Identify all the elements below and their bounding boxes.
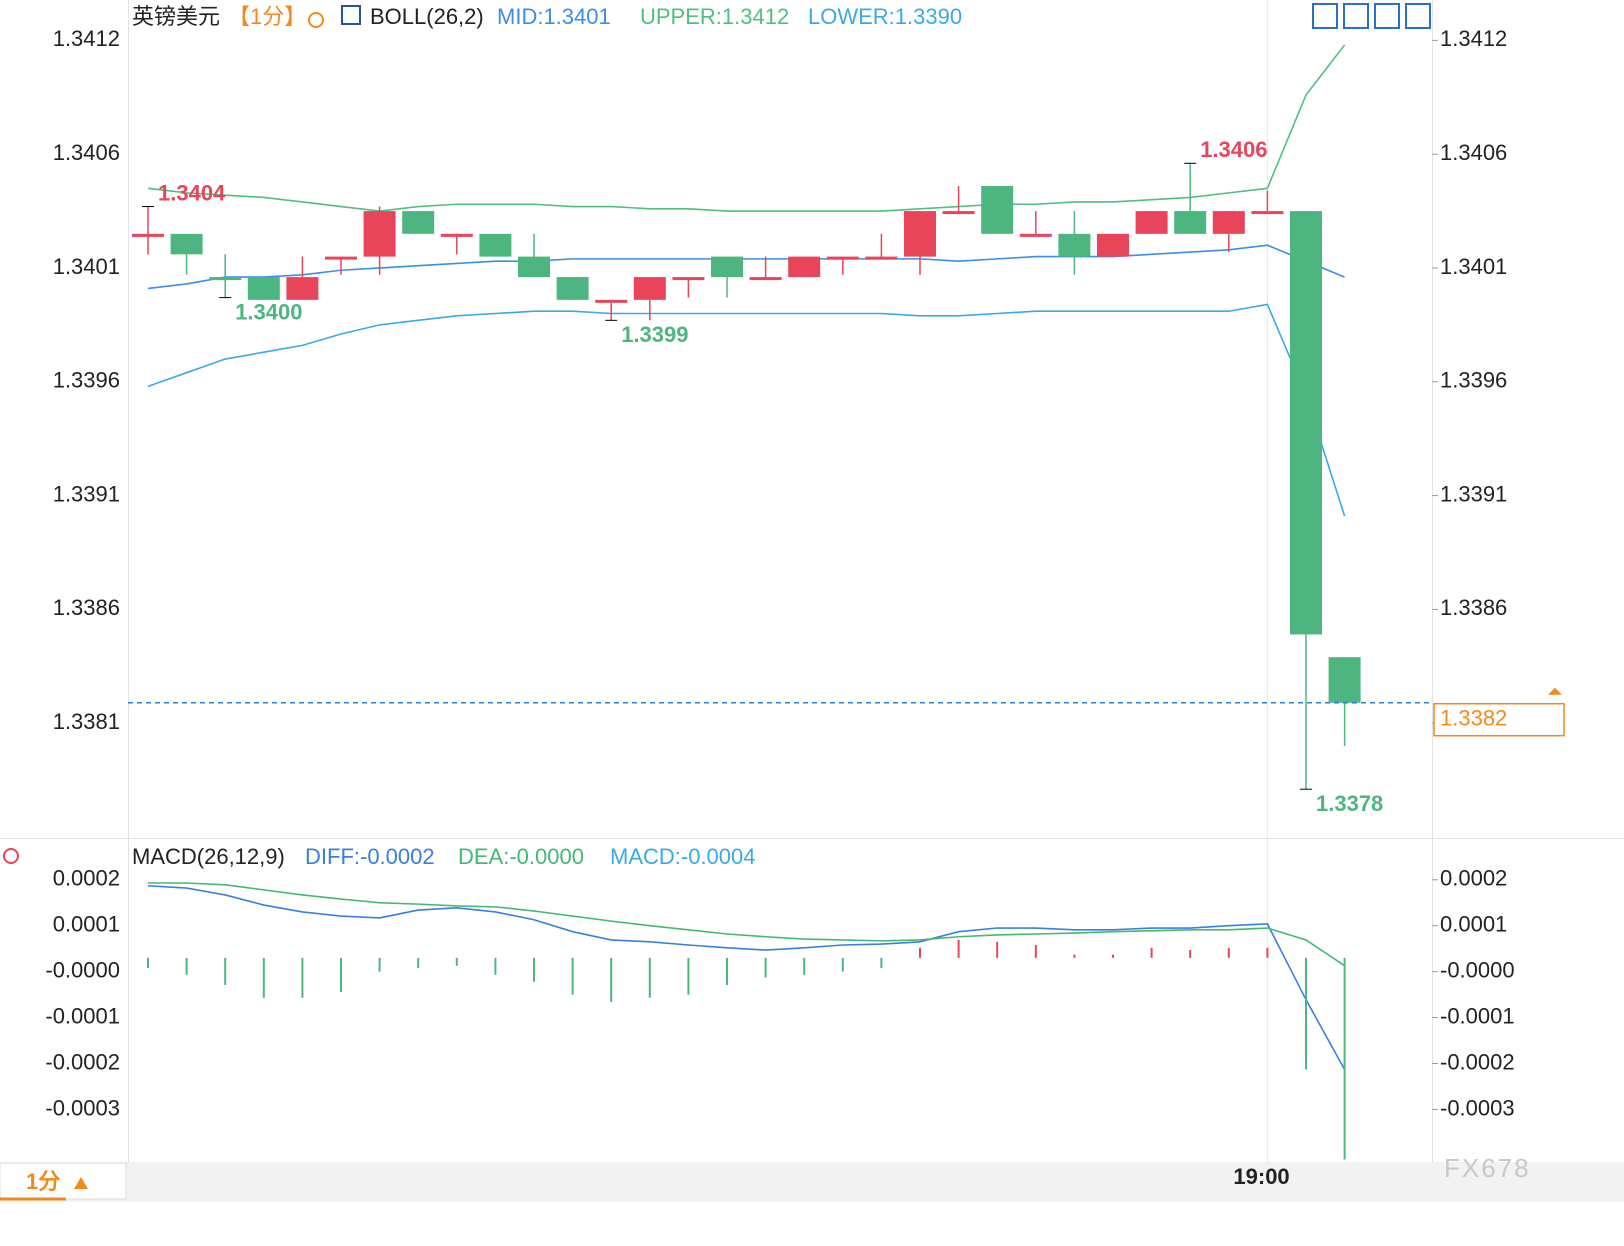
- tool-button[interactable]: [1343, 3, 1369, 29]
- high-label: 1.3406: [1200, 137, 1267, 162]
- candle-body: [672, 277, 705, 281]
- candle-body: [440, 233, 473, 237]
- macd-line: [148, 882, 1346, 967]
- low-label: 1.3378: [1316, 791, 1383, 816]
- y2-tick-label: 0.0002: [1440, 866, 1507, 891]
- candle-body: [1174, 211, 1207, 234]
- candle-body: [981, 186, 1014, 234]
- legend-macd: MACD:-0.0004: [610, 844, 756, 869]
- candle-body: [904, 211, 936, 257]
- boll-line: [147, 303, 1346, 517]
- y-tick-label: 1.3401: [53, 254, 120, 279]
- candle-body: [132, 233, 164, 237]
- y2-tick-label: -0.0001: [1440, 1003, 1515, 1028]
- candle-body: [711, 256, 743, 278]
- y-tick-label: 1.3412: [53, 26, 120, 51]
- y2-tick-label: 1.3401: [1440, 254, 1507, 279]
- candle-body: [247, 277, 280, 300]
- candle-body: [556, 277, 589, 300]
- last-price-label: 1.3382: [1440, 706, 1507, 731]
- y-tick-label: 1.3396: [53, 368, 120, 393]
- y-tick-label: 1.3406: [53, 140, 120, 165]
- boll-line: [147, 244, 1345, 290]
- macd-line: [147, 884, 1346, 1070]
- candle-body: [942, 211, 975, 215]
- y2-tick-label: 1.3412: [1440, 26, 1507, 51]
- toolbar: [1312, 3, 1431, 29]
- last-price-box: [1433, 702, 1565, 737]
- y2-tick-label: 1.3406: [1440, 140, 1507, 165]
- candle-body: [286, 277, 319, 300]
- period-tab[interactable]: [0, 1162, 127, 1200]
- candle-body: [402, 211, 435, 234]
- candle-body: [170, 233, 203, 255]
- macd-icon[interactable]: [3, 848, 19, 864]
- candle-body: [788, 256, 821, 278]
- y2-tick-label: -0.0002: [1440, 1049, 1515, 1074]
- candle-body: [749, 277, 782, 281]
- macd-title: MACD(26,12,9): [132, 844, 285, 869]
- period: 【1分】: [228, 4, 306, 29]
- candle-body: [518, 256, 550, 278]
- y-tick-label: -0.0001: [45, 1003, 120, 1028]
- y2-tick-label: -0.0000: [1440, 957, 1515, 982]
- y-tick-label: -0.0003: [45, 1095, 120, 1120]
- legend-diff: DIFF:-0.0002: [305, 844, 435, 869]
- candle-body: [209, 277, 242, 281]
- candle-body: [865, 256, 898, 260]
- candle-body: [1058, 233, 1091, 257]
- tool-button[interactable]: [1405, 3, 1431, 29]
- candle-body: [1212, 211, 1245, 234]
- last-price-arrow: [1548, 687, 1562, 695]
- high-label: 1.3404: [158, 180, 226, 205]
- candle-body: [1290, 211, 1322, 635]
- y-tick-label: 0.0002: [53, 866, 120, 891]
- y2-tick-label: 1.3391: [1440, 481, 1507, 506]
- legend-upper: UPPER:1.3412: [640, 4, 789, 29]
- candle-body: [1019, 233, 1052, 237]
- low-label: 1.3399: [621, 322, 688, 347]
- bottom-bar: [0, 1162, 1624, 1202]
- watermark: FX678: [1444, 1153, 1531, 1183]
- candle-body: [479, 233, 512, 257]
- candle-body: [1251, 211, 1284, 215]
- candle-body: [325, 256, 357, 260]
- indicator-icon[interactable]: [341, 5, 361, 25]
- settings-icon[interactable]: [308, 12, 324, 28]
- y-tick-label: 1.3391: [53, 481, 120, 506]
- candle-body: [1135, 211, 1168, 234]
- period-label[interactable]: 1分: [26, 1169, 60, 1194]
- candle-body: [826, 256, 859, 260]
- candle-body: [1097, 233, 1129, 257]
- y-tick-label: 1.3381: [53, 709, 120, 734]
- legend-lower: LOWER:1.3390: [808, 4, 962, 29]
- candle-body: [1328, 657, 1361, 703]
- legend-dea: DEA:-0.0000: [458, 844, 584, 869]
- low-label: 1.3400: [235, 299, 302, 324]
- tool-button[interactable]: [1374, 3, 1400, 29]
- tool-button[interactable]: [1312, 3, 1338, 29]
- y-tick-label: -0.0000: [45, 957, 120, 982]
- boll-title: BOLL(26,2): [370, 4, 484, 29]
- candle-body: [363, 211, 396, 257]
- legend-mid: MID:1.3401: [497, 4, 611, 29]
- x-tick-label: 19:00: [1233, 1164, 1289, 1189]
- candle-body: [633, 277, 666, 300]
- y-tick-label: -0.0002: [45, 1049, 120, 1074]
- y-tick-label: 0.0001: [53, 912, 120, 937]
- period-arrow[interactable]: [74, 1177, 88, 1189]
- boll-line: [147, 44, 1346, 212]
- y-tick-label: 1.3386: [53, 595, 120, 620]
- y2-tick-label: 0.0001: [1440, 912, 1507, 937]
- y2-tick-label: 1.3386: [1440, 595, 1507, 620]
- candle-body: [595, 299, 628, 303]
- y2-tick-label: -0.0003: [1440, 1095, 1515, 1120]
- y2-tick-label: 1.3396: [1440, 368, 1507, 393]
- symbol-title: 英镑美元: [132, 4, 220, 29]
